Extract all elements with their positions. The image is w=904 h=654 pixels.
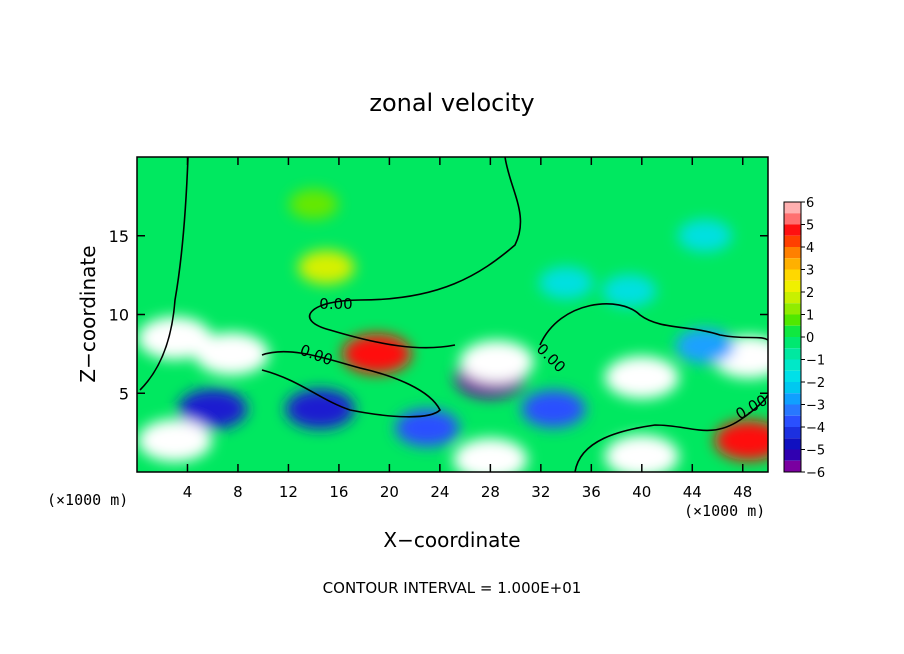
field-features — [137, 189, 768, 472]
colorbar-tick-label: 2 — [806, 286, 814, 301]
x-tick-label: 44 — [683, 483, 702, 501]
colorbar-band — [784, 337, 801, 349]
colorbar-tick-label: 1 — [806, 309, 814, 324]
y-axis: 5 10 15 — [109, 227, 768, 403]
colorbar-band — [784, 404, 801, 416]
zero-contours — [139, 157, 768, 472]
field-feature — [289, 189, 339, 220]
x-unit-left: (×1000 m) — [47, 491, 128, 509]
field-feature — [714, 420, 768, 461]
y-tick-label: 15 — [109, 227, 129, 246]
colorbar-band — [784, 303, 801, 315]
colorbar-band — [784, 370, 801, 382]
colorbar-band — [784, 382, 801, 394]
colorbar-tick-label: 3 — [806, 264, 814, 279]
field-feature — [677, 219, 732, 253]
colorbar-band — [784, 269, 801, 281]
field-feature — [602, 274, 657, 308]
colorbar-band — [784, 415, 801, 427]
x-axis: 4 8 12 16 20 24 28 32 36 40 44 48 — [183, 157, 752, 501]
field-feature — [604, 356, 679, 399]
colorbar-tick-label: −3 — [806, 399, 825, 414]
x-tick-label: 36 — [582, 483, 601, 501]
x-tick-label: 4 — [183, 483, 193, 501]
colorbar-tick-label: −5 — [806, 444, 825, 459]
x-tick-label: 32 — [531, 483, 550, 501]
field-feature — [459, 340, 534, 383]
chart-title: zonal velocity — [369, 89, 534, 117]
x-tick-label: 20 — [380, 483, 399, 501]
x-tick-label: 12 — [279, 483, 298, 501]
contour-line-left — [139, 157, 189, 391]
colorbar-tick-label: 6 — [806, 196, 814, 211]
x-tick-label: 8 — [233, 483, 243, 501]
colorbar: 6 5 4 3 2 1 0 −1 −2 −3 −4 −5 −6 — [783, 196, 825, 481]
colorbar-tick-label: −6 — [806, 466, 825, 481]
colorbar-band — [784, 325, 801, 337]
contour-line-lower — [261, 350, 441, 418]
y-axis-label: Z−coordinate — [76, 245, 100, 382]
field-feature — [342, 333, 412, 374]
x-tick-label: 48 — [733, 483, 752, 501]
field-feature — [298, 250, 355, 285]
colorbar-band — [784, 247, 801, 259]
field-feature — [521, 390, 586, 428]
colorbar-band — [784, 359, 801, 371]
colorbar-band — [784, 280, 801, 292]
colorbar-band — [784, 292, 801, 304]
colorbar-tick-label: −4 — [806, 421, 825, 436]
field-feature — [285, 389, 355, 429]
contour-label: 0.00 — [319, 295, 352, 313]
field-feature — [137, 316, 212, 360]
contour-line-mid — [308, 157, 522, 349]
colorbar-band — [784, 202, 801, 214]
field-feature — [194, 332, 269, 376]
field-feature — [178, 389, 248, 429]
colorbar-tick-label: −1 — [806, 354, 825, 369]
x-axis-label: X−coordinate — [383, 528, 520, 552]
colorbar-band — [784, 224, 801, 236]
field-feature — [453, 438, 528, 472]
colorbar-band — [784, 314, 801, 326]
field-feature — [137, 419, 212, 462]
y-tick-label: 5 — [119, 384, 129, 403]
field-feature — [395, 409, 460, 447]
colorbar-band — [784, 427, 801, 439]
field-feature — [539, 266, 594, 300]
field-feature — [675, 328, 735, 364]
colorbar-band — [784, 460, 801, 472]
colorbar-tick-label: 5 — [806, 219, 814, 234]
colorbar-band — [784, 213, 801, 225]
colorbar-band — [784, 258, 801, 270]
plot-area: 0.00 0.00 0.00 0.00 — [137, 157, 768, 472]
colorbar-band — [784, 235, 801, 247]
x-tick-label: 16 — [329, 483, 348, 501]
colorbar-band — [784, 393, 801, 405]
colorbar-tick-label: 0 — [806, 331, 814, 346]
colorbar-band — [784, 438, 801, 450]
x-tick-label: 28 — [481, 483, 500, 501]
colorbar-band — [784, 449, 801, 461]
colorbar-tick-label: 4 — [806, 241, 814, 256]
y-tick-label: 10 — [109, 306, 129, 325]
colorbar-tick-label: −2 — [806, 376, 825, 391]
x-tick-label: 40 — [632, 483, 651, 501]
field-feature — [604, 435, 679, 472]
contour-line-bottom-right — [574, 394, 768, 472]
contour-interval-footer: CONTOUR INTERVAL = 1.000E+01 — [323, 579, 582, 597]
colorbar-band — [784, 348, 801, 360]
x-tick-label: 24 — [430, 483, 449, 501]
contour-line-right — [539, 303, 768, 346]
x-unit-right: (×1000 m) — [684, 502, 765, 520]
